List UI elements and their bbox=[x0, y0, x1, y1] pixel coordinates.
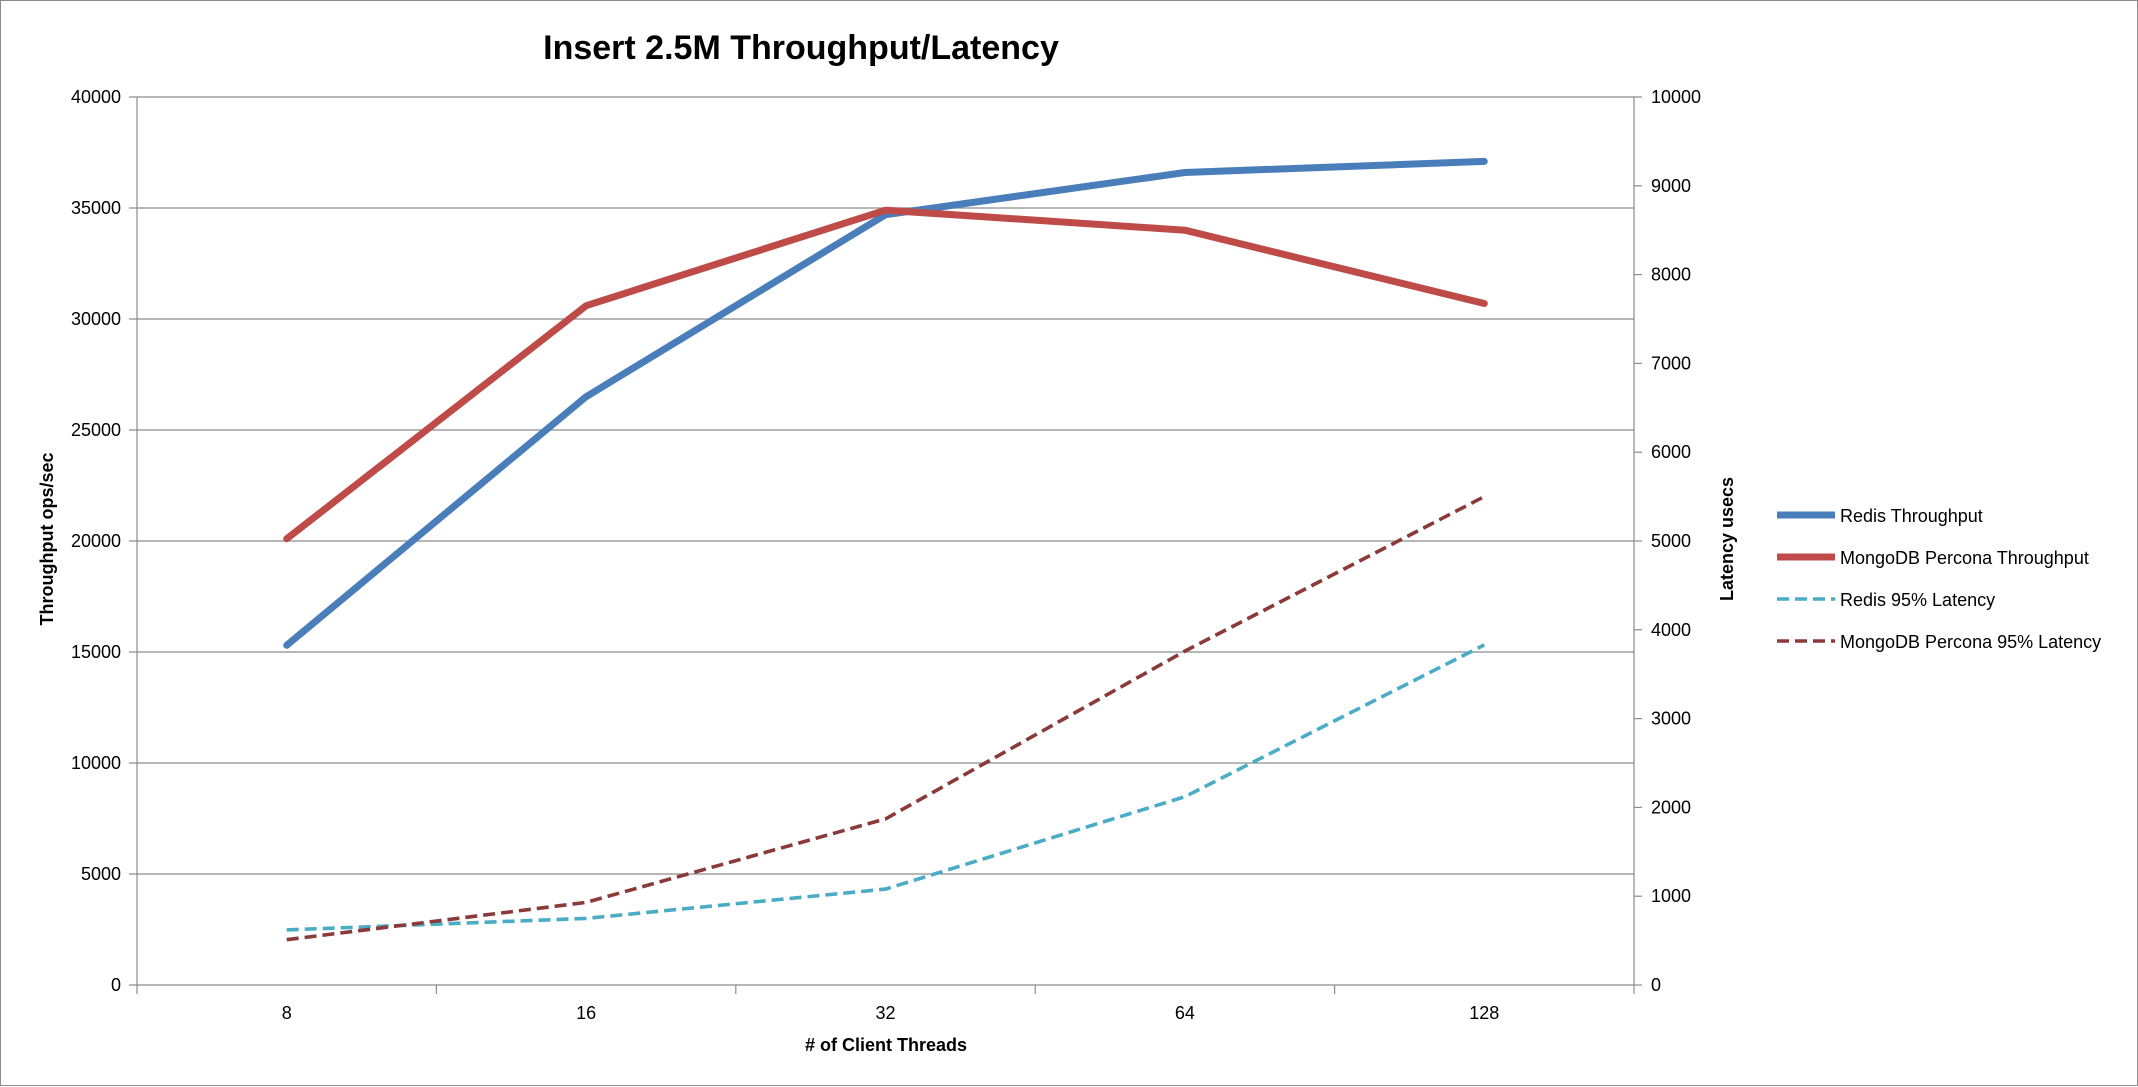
y2-tick-label: 8000 bbox=[1651, 265, 1691, 285]
y2-axis-title: Latency usecs bbox=[1717, 477, 1737, 601]
y-tick-label: 10000 bbox=[71, 753, 121, 773]
legend-label: Redis 95% Latency bbox=[1840, 590, 1995, 610]
x-tick-label: 64 bbox=[1175, 1003, 1195, 1023]
y-tick-label: 25000 bbox=[71, 420, 121, 440]
legend: Redis Throughput MongoDB Percona Throughp… bbox=[1777, 506, 2101, 652]
legend-label: MongoDB Percona 95% Latency bbox=[1840, 632, 2101, 652]
legend-label: Redis Throughput bbox=[1840, 506, 1983, 526]
y2-tick-label: 3000 bbox=[1651, 709, 1691, 729]
series-lines bbox=[283, 157, 1488, 942]
y2-tick-label: 2000 bbox=[1651, 797, 1691, 817]
x-tick-label: 8 bbox=[282, 1003, 292, 1023]
y2-tick-label: 9000 bbox=[1651, 176, 1691, 196]
y-tick-label: 20000 bbox=[71, 531, 121, 551]
y-tick-label: 5000 bbox=[81, 864, 121, 884]
legend-label: MongoDB Percona Throughput bbox=[1840, 548, 2089, 568]
y-tick-label: 35000 bbox=[71, 198, 121, 218]
y-tick-label: 15000 bbox=[71, 642, 121, 662]
series-line-redis-throughput bbox=[283, 157, 1488, 649]
y2-tick-label: 10000 bbox=[1651, 87, 1701, 107]
chart-title: Insert 2.5M Throughput/Latency bbox=[543, 29, 1059, 67]
y2-tick-label: 4000 bbox=[1651, 620, 1691, 640]
series-line-mongodb-percona-95-latency bbox=[286, 495, 1486, 942]
x-axis-title: # of Client Threads bbox=[805, 1035, 967, 1055]
series-line-redis-95-latency bbox=[286, 643, 1486, 932]
y2-tick-label: 5000 bbox=[1651, 531, 1691, 551]
y2-tick-label: 7000 bbox=[1651, 353, 1691, 373]
x-tick-label: 16 bbox=[576, 1003, 596, 1023]
y-axis-title: Throughput ops/sec bbox=[37, 453, 57, 626]
y2-tick-label: 0 bbox=[1651, 975, 1661, 995]
axes: 0500010000150002000025000300003500040000… bbox=[71, 87, 1701, 1023]
y-tick-label: 40000 bbox=[71, 87, 121, 107]
y2-tick-label: 6000 bbox=[1651, 442, 1691, 462]
y-tick-label: 30000 bbox=[71, 309, 121, 329]
y2-tick-label: 1000 bbox=[1651, 886, 1691, 906]
series-line-mongodb-percona-throughput bbox=[283, 206, 1488, 543]
y-tick-label: 0 bbox=[111, 975, 121, 995]
gridlines bbox=[137, 96, 1634, 875]
x-tick-label: 128 bbox=[1469, 1003, 1499, 1023]
x-tick-label: 32 bbox=[875, 1003, 895, 1023]
